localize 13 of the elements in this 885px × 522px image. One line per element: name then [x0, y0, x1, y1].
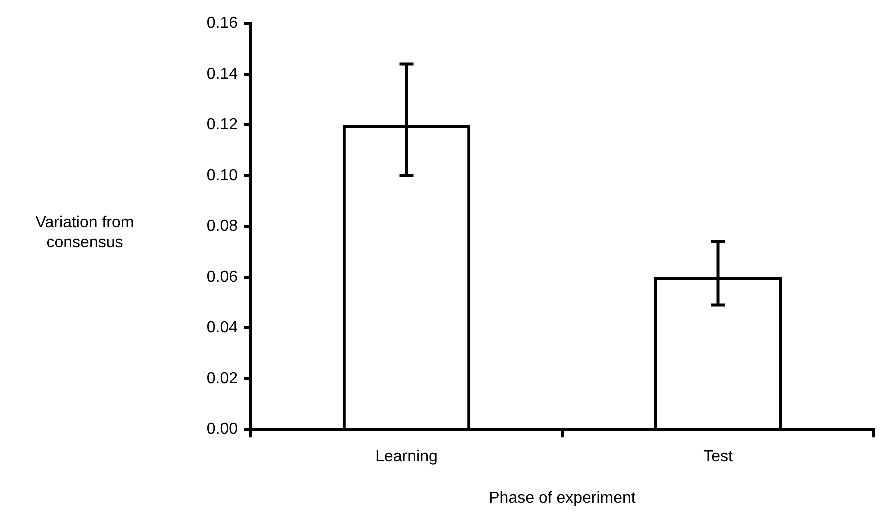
x-tick-label: Learning [376, 448, 438, 466]
y-tick-label: 0.08 [206, 218, 238, 236]
y-tick-label: 0.00 [206, 421, 238, 438]
y-axis-title: Variation from consensus [36, 214, 134, 252]
y-tick-label: 0.04 [206, 320, 238, 337]
x-axis-title: Phase of experiment [489, 490, 636, 507]
y-tick-label: 0.06 [206, 268, 238, 286]
y-tick-label: 0.02 [206, 370, 238, 388]
y-tick-label: 0.14 [206, 66, 238, 83]
y-tick-label: 0.10 [206, 167, 238, 184]
y-tick-label: 0.16 [206, 15, 238, 32]
y-tick-label: 0.12 [206, 116, 238, 134]
x-tick-label: Test [704, 448, 734, 466]
